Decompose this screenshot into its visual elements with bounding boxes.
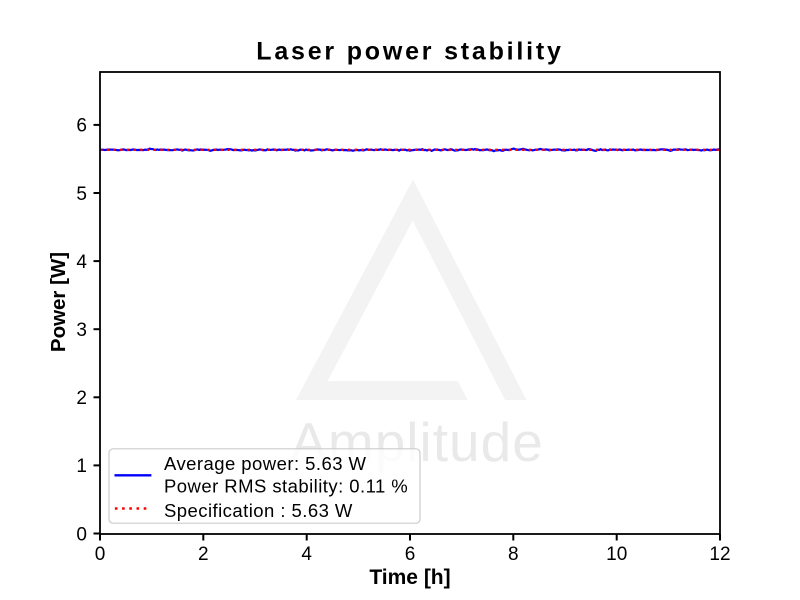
svg-text:1: 1	[76, 456, 87, 477]
svg-text:4: 4	[301, 544, 312, 565]
svg-text:5: 5	[76, 184, 87, 205]
svg-text:2: 2	[198, 544, 209, 565]
svg-text:Average power: 5.63 W: Average power: 5.63 W	[164, 453, 367, 474]
svg-text:4: 4	[76, 252, 87, 273]
svg-text:3: 3	[76, 320, 87, 341]
svg-text:8: 8	[508, 544, 519, 565]
svg-text:12: 12	[709, 544, 730, 565]
svg-text:Laser power stability: Laser power stability	[256, 38, 564, 66]
svg-text:6: 6	[76, 116, 87, 137]
svg-text:Time [h]: Time [h]	[369, 566, 450, 589]
svg-text:2: 2	[76, 388, 87, 409]
svg-text:0: 0	[95, 544, 106, 565]
svg-text:Power [W]: Power [W]	[47, 252, 70, 352]
svg-text:Specification : 5.63 W: Specification : 5.63 W	[164, 500, 353, 521]
svg-text:6: 6	[405, 544, 416, 565]
svg-text:Power RMS stability: 0.11 %: Power RMS stability: 0.11 %	[164, 475, 408, 496]
svg-text:10: 10	[606, 544, 627, 565]
svg-text:0: 0	[76, 524, 87, 545]
